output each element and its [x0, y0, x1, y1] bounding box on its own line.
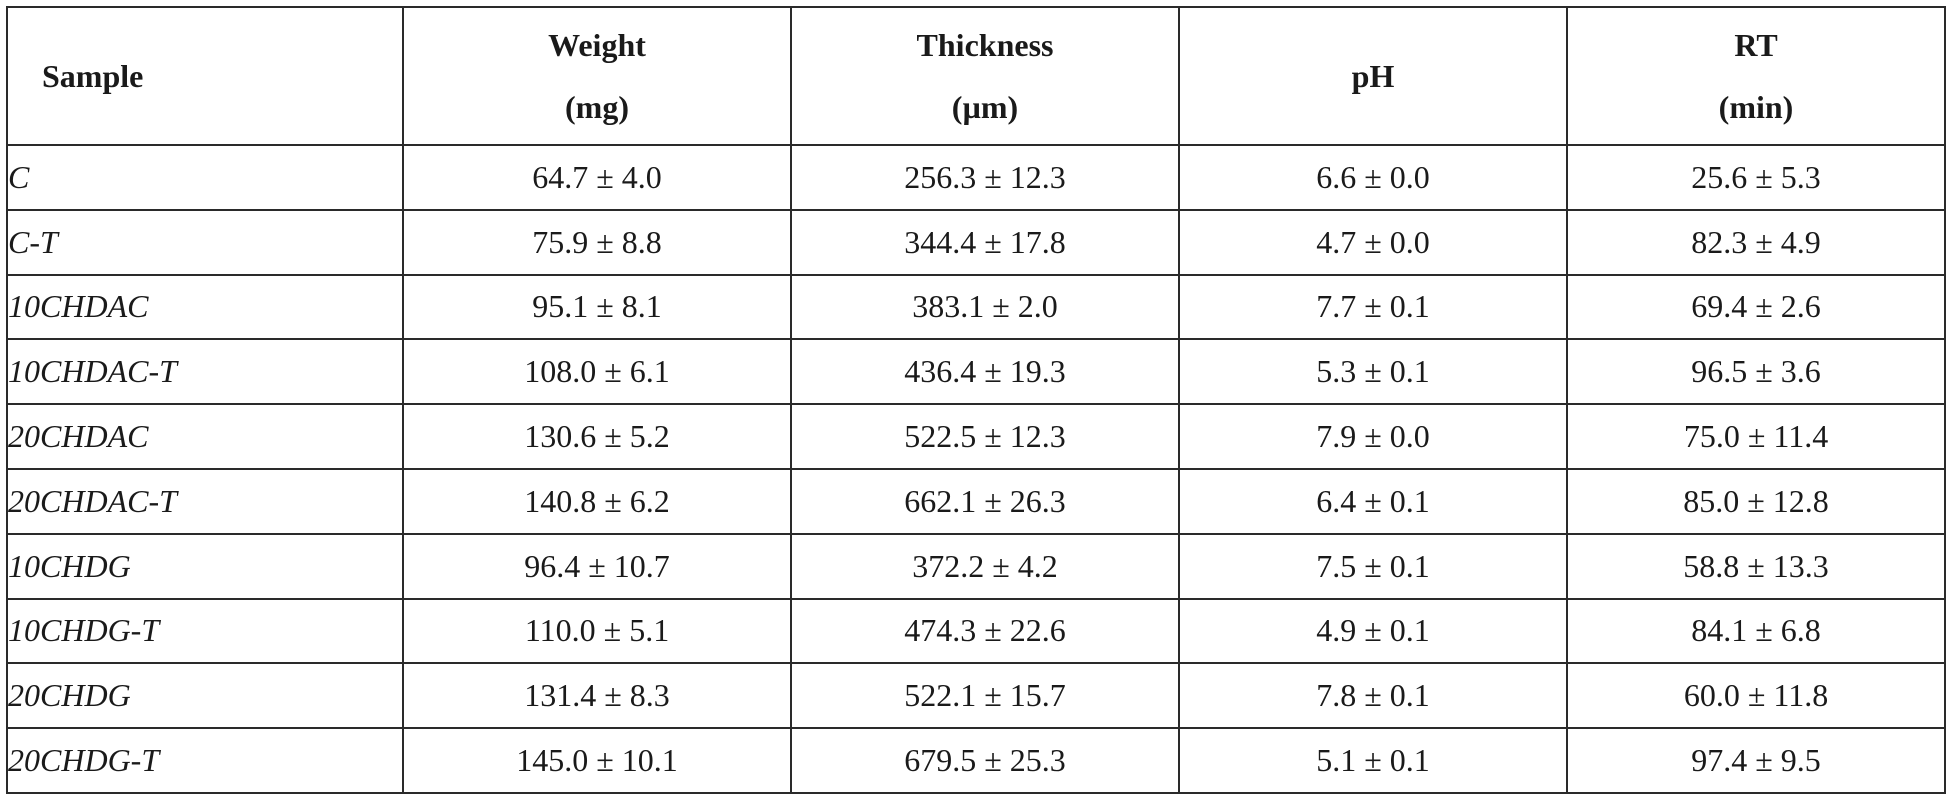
rt-cell: 97.4 ± 9.5: [1566, 727, 1946, 794]
thickness-cell: 522.1 ± 15.7: [790, 662, 1180, 730]
table-row: 10CHDAC 95.1 ± 8.1 383.1 ± 2.0 7.7 ± 0.1…: [6, 273, 1946, 341]
sample-cell: 10CHDAC: [6, 273, 404, 341]
ph-cell: 7.7 ± 0.1: [1178, 273, 1568, 341]
header-sample-label: Sample: [42, 58, 144, 94]
thickness-cell: 522.5 ± 12.3: [790, 403, 1180, 470]
thickness-cell: 474.3 ± 22.6: [790, 597, 1180, 665]
header-row: Sample Weight (mg) Thickness (µm) pH RT …: [6, 6, 1946, 146]
thickness-cell: 256.3 ± 12.3: [790, 144, 1180, 211]
table-row: C 64.7 ± 4.0 256.3 ± 12.3 6.6 ± 0.0 25.6…: [6, 144, 1946, 211]
ph-cell: 4.9 ± 0.1: [1178, 597, 1568, 665]
thickness-cell: 662.1 ± 26.3: [790, 467, 1180, 535]
sample-cell: 10CHDG-T: [6, 597, 404, 665]
header-thickness-unit: (µm): [951, 89, 1019, 125]
thickness-cell: 372.2 ± 4.2: [790, 532, 1180, 600]
header-thickness: Thickness (µm): [790, 6, 1180, 146]
rt-cell: 25.6 ± 5.3: [1566, 144, 1946, 211]
rt-cell: 75.0 ± 11.4: [1566, 403, 1946, 470]
rt-cell: 96.5 ± 3.6: [1566, 338, 1946, 406]
header-weight-label: Weight: [548, 27, 646, 63]
weight-cell: 96.4 ± 10.7: [402, 532, 792, 600]
weight-cell: 108.0 ± 6.1: [402, 338, 792, 406]
sample-cell: C: [6, 144, 404, 211]
weight-cell: 95.1 ± 8.1: [402, 273, 792, 341]
ph-cell: 7.9 ± 0.0: [1178, 403, 1568, 470]
sample-cell: 20CHDG-T: [6, 727, 404, 794]
ph-cell: 4.7 ± 0.0: [1178, 208, 1568, 276]
table-row: 20CHDAC-T 140.8 ± 6.2 662.1 ± 26.3 6.4 ±…: [6, 467, 1946, 535]
ph-cell: 7.5 ± 0.1: [1178, 532, 1568, 600]
ph-cell: 6.4 ± 0.1: [1178, 467, 1568, 535]
weight-cell: 110.0 ± 5.1: [402, 597, 792, 665]
table-row: C-T 75.9 ± 8.8 344.4 ± 17.8 4.7 ± 0.0 82…: [6, 208, 1946, 276]
rt-cell: 58.8 ± 13.3: [1566, 532, 1946, 600]
table-row: 10CHDG-T 110.0 ± 5.1 474.3 ± 22.6 4.9 ± …: [6, 597, 1946, 665]
weight-cell: 64.7 ± 4.0: [402, 144, 792, 211]
sample-cell: 20CHDAC: [6, 403, 404, 470]
table-row: 10CHDG 96.4 ± 10.7 372.2 ± 4.2 7.5 ± 0.1…: [6, 532, 1946, 600]
rt-cell: 60.0 ± 11.8: [1566, 662, 1946, 730]
weight-cell: 145.0 ± 10.1: [402, 727, 792, 794]
thickness-cell: 436.4 ± 19.3: [790, 338, 1180, 406]
rt-cell: 69.4 ± 2.6: [1566, 273, 1946, 341]
table-row: 20CHDG 131.4 ± 8.3 522.1 ± 15.7 7.8 ± 0.…: [6, 662, 1946, 730]
sample-cell: 10CHDAC-T: [6, 338, 404, 406]
table-row: 20CHDG-T 145.0 ± 10.1 679.5 ± 25.3 5.1 ±…: [6, 727, 1946, 794]
sample-cell: 20CHDAC-T: [6, 467, 404, 535]
weight-cell: 75.9 ± 8.8: [402, 208, 792, 276]
thickness-cell: 344.4 ± 17.8: [790, 208, 1180, 276]
rt-cell: 82.3 ± 4.9: [1566, 208, 1946, 276]
table-row: 10CHDAC-T 108.0 ± 6.1 436.4 ± 19.3 5.3 ±…: [6, 338, 1946, 406]
thickness-cell: 383.1 ± 2.0: [790, 273, 1180, 341]
header-rt-unit: (min): [1718, 89, 1794, 125]
weight-cell: 140.8 ± 6.2: [402, 467, 792, 535]
sample-cell: 10CHDG: [6, 532, 404, 600]
ph-cell: 6.6 ± 0.0: [1178, 144, 1568, 211]
rt-cell: 85.0 ± 12.8: [1566, 467, 1946, 535]
rt-cell: 84.1 ± 6.8: [1566, 597, 1946, 665]
header-rt: RT (min): [1566, 6, 1946, 146]
header-weight: Weight (mg): [402, 6, 792, 146]
weight-cell: 130.6 ± 5.2: [402, 403, 792, 470]
header-ph: pH: [1178, 6, 1568, 146]
sample-cell: 20CHDG: [6, 662, 404, 730]
sample-cell: C-T: [6, 208, 404, 276]
thickness-cell: 679.5 ± 25.3: [790, 727, 1180, 794]
header-sample: Sample: [6, 6, 404, 146]
ph-cell: 5.1 ± 0.1: [1178, 727, 1568, 794]
header-rt-label: RT: [1734, 27, 1778, 63]
header-thickness-label: Thickness: [916, 27, 1054, 63]
table-row: 20CHDAC 130.6 ± 5.2 522.5 ± 12.3 7.9 ± 0…: [6, 403, 1946, 470]
data-table: Sample Weight (mg) Thickness (µm) pH RT …: [6, 6, 1946, 794]
ph-cell: 5.3 ± 0.1: [1178, 338, 1568, 406]
header-weight-unit: (mg): [565, 89, 629, 125]
header-ph-label: pH: [1351, 58, 1395, 94]
ph-cell: 7.8 ± 0.1: [1178, 662, 1568, 730]
weight-cell: 131.4 ± 8.3: [402, 662, 792, 730]
